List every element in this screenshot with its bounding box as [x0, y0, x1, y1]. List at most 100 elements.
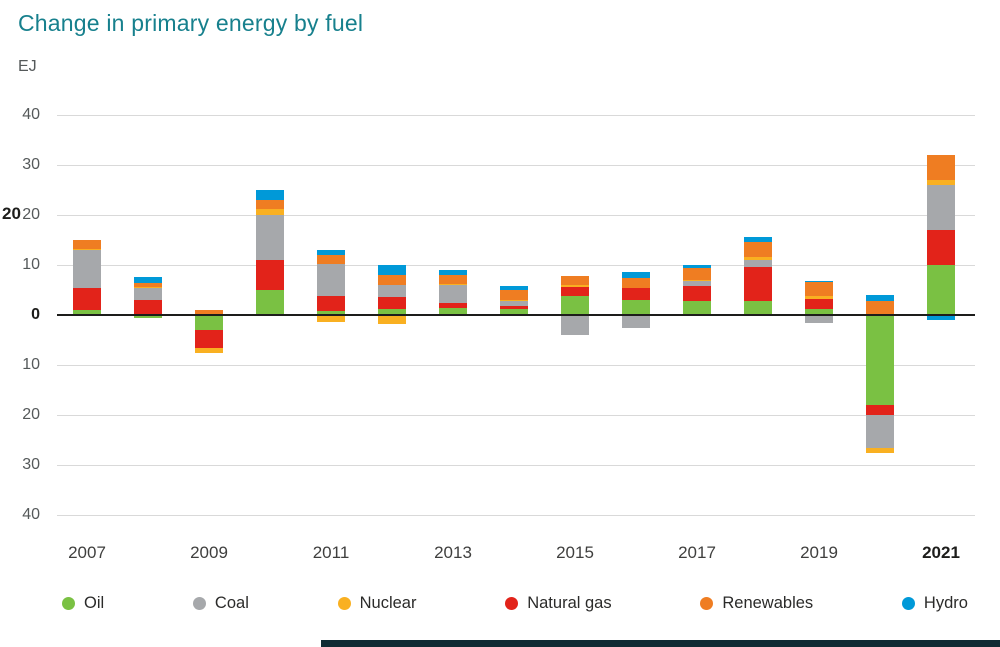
bar-segment [622, 277, 650, 288]
bar-segment [866, 295, 894, 301]
legend-label: Hydro [923, 594, 968, 612]
bar-segment [683, 281, 711, 286]
legend-dot-icon [337, 597, 351, 610]
bar-segment [134, 300, 162, 315]
bar-segment [256, 208, 284, 215]
plot-area: 2007 2009 2011 2013 2015 2017 2019 2021 [57, 115, 975, 562]
gridline [57, 265, 975, 266]
bar-segment [866, 447, 894, 453]
bar-segment [805, 280, 833, 282]
x-tick-label: 2013 [434, 543, 472, 562]
bar-segment [439, 302, 467, 308]
bar-segment [439, 285, 467, 303]
bar-segment [927, 180, 955, 185]
bar-segment [561, 276, 589, 285]
y-tick-label: 40 [22, 106, 40, 123]
y-axis-labels: 40 30 20 10 0 10 20 30 40 [0, 106, 48, 523]
zero-line [57, 314, 975, 316]
bar-segment [622, 300, 650, 315]
bar-segment [317, 255, 345, 264]
bar-segment [683, 265, 711, 268]
bar-segment [439, 307, 467, 315]
legend-item: Renewables [700, 594, 813, 613]
bar-segment [256, 215, 284, 260]
gridline [57, 515, 975, 516]
legend-dot-icon [901, 597, 915, 610]
gridline [57, 215, 975, 216]
bar-segment [256, 190, 284, 200]
bar-segment [256, 290, 284, 315]
bar-segment [378, 285, 406, 297]
bar-segment [927, 265, 955, 315]
legend-label: Oil [84, 594, 105, 612]
legend-item: Coal [192, 594, 249, 613]
bar-segment [805, 315, 833, 323]
bar-segment [500, 308, 528, 315]
bar-segment [439, 283, 467, 285]
y-tick-label: 20 [22, 206, 40, 223]
bar-segment [561, 285, 589, 287]
bar-segment [683, 286, 711, 301]
bar-segment [73, 248, 101, 250]
x-tick-label: 2009 [190, 543, 228, 562]
bar-segment [500, 290, 528, 300]
bar-segment [73, 250, 101, 288]
legend-label: Coal [214, 594, 249, 612]
bar-segment [683, 301, 711, 315]
x-tick-label: 2011 [312, 543, 350, 562]
bar-segment [317, 250, 345, 255]
bar-segment [134, 277, 162, 283]
bar-segment [683, 267, 711, 280]
gridline [57, 365, 975, 366]
bar-segment [744, 267, 772, 301]
x-tick-label: 2019 [800, 543, 838, 562]
bar-segment [500, 286, 528, 290]
bar-segment [500, 306, 528, 309]
bar-segment [73, 310, 101, 315]
bar-segment [134, 315, 162, 318]
bar-segment [866, 415, 894, 448]
bar-segment [73, 240, 101, 249]
bar-segment [195, 309, 223, 314]
bar-segment [805, 282, 833, 296]
bar-segment [500, 301, 528, 306]
bar-segment [805, 309, 833, 315]
legend-item: Natural gas [505, 594, 612, 613]
bar-segment [317, 263, 345, 296]
bar-segment [317, 311, 345, 315]
bar-segment [744, 257, 772, 260]
legend-dot-icon [62, 597, 75, 610]
bar-segment [378, 265, 406, 275]
bar-segment [927, 155, 955, 180]
x-tick-label: 2021 [922, 543, 960, 562]
x-tick-label: 2017 [678, 543, 716, 562]
bar-segment [195, 315, 223, 330]
bar-segment [378, 296, 406, 309]
y-tick-label: 20 [22, 406, 40, 423]
gridline [57, 415, 975, 416]
bar-segment [195, 330, 223, 348]
bar-segment [561, 315, 589, 335]
bar-segment [561, 286, 589, 296]
bar-segment [439, 275, 467, 284]
bar-segment [378, 309, 406, 315]
bar-segment [378, 315, 406, 324]
bar-segment [256, 200, 284, 209]
bar-segment [439, 270, 467, 275]
bar-segment [134, 287, 162, 300]
legend-dot-icon [505, 597, 519, 610]
x-tick-label: 2015 [556, 543, 594, 562]
bar-segment [683, 279, 711, 281]
bar-segment [500, 299, 528, 301]
bar-segment [622, 287, 650, 300]
bar-segment [256, 260, 284, 290]
bar-segment [927, 315, 955, 320]
bar-segment [134, 286, 162, 288]
page-number: 20 [2, 204, 21, 223]
gridline [57, 165, 975, 166]
legend-label: Nuclear [359, 594, 417, 612]
legend-dot-icon [700, 597, 714, 610]
legend-label: Renewables [722, 594, 814, 612]
y-tick-label: 10 [22, 256, 40, 273]
